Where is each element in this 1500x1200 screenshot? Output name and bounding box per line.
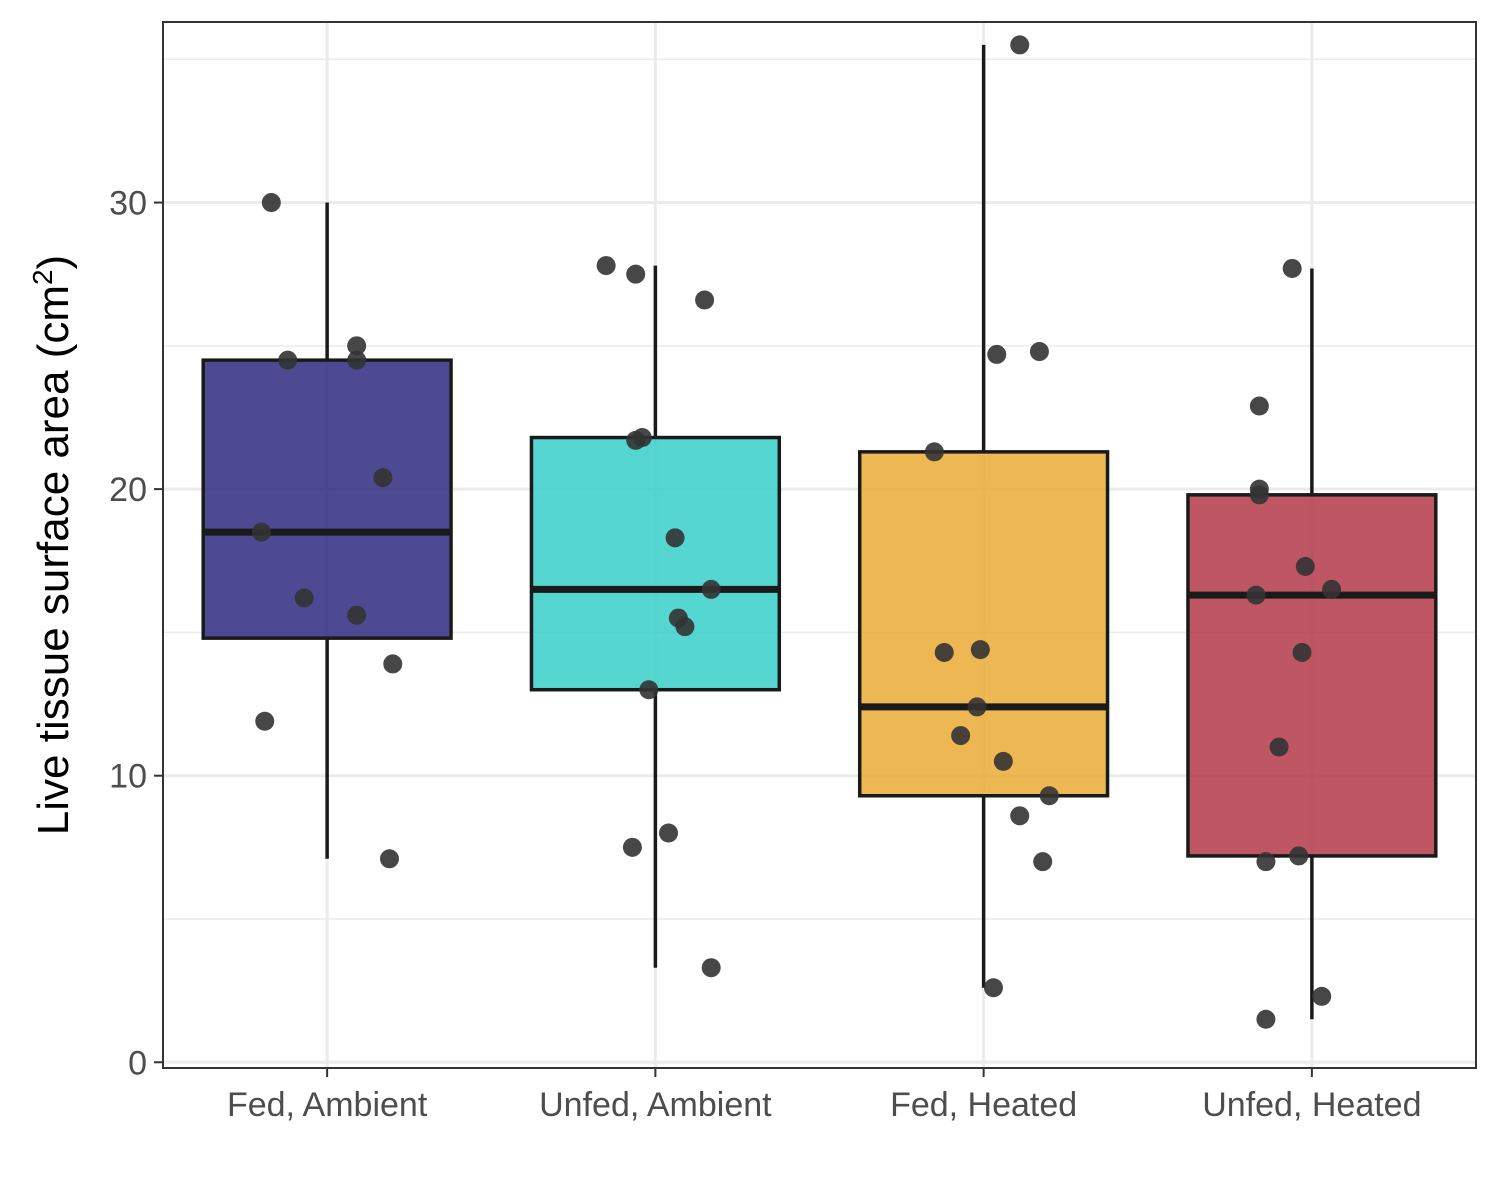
data-point [1010,35,1030,55]
x-tick-label: Unfed, Heated [1202,1086,1421,1124]
data-point [987,344,1007,364]
data-point [294,588,314,608]
data-point [1269,737,1289,757]
data-point [1010,806,1030,826]
data-point [701,958,721,978]
data-points [251,35,1342,1029]
data-point [1256,852,1276,872]
data-point [379,849,399,869]
y-axis-title-superscript: 2 [27,269,58,285]
data-point [1289,846,1309,866]
data-point [626,264,646,284]
box-rect [201,358,453,640]
data-point [659,823,679,843]
axes: 0 10 20 30 Fed, Ambient Unfed, Ambient Fed, He… [109,185,1421,1124]
data-point [1249,485,1269,505]
data-point [993,751,1013,771]
data-point [1033,852,1053,872]
y-axis-title-close: ) [29,255,78,270]
y-tick-label: 20 [109,471,147,509]
data-point [1322,579,1342,599]
data-point [347,336,367,356]
data-point [934,642,954,662]
data-point [347,605,367,625]
box-rect [1186,493,1438,858]
y-axis-title-main: Live tissue surface area (cm [29,285,78,835]
data-point [665,528,685,548]
data-point [1295,556,1315,576]
box-group [201,202,453,859]
x-tick-label: Fed, Heated [890,1086,1077,1124]
data-point [1282,258,1302,278]
data-point [1039,786,1059,806]
data-point [924,442,944,462]
data-point [255,711,275,731]
box-rect [857,450,1110,798]
y-axis-title: Live tissue surface area (cm2) [27,255,78,835]
data-point [675,617,695,637]
data-point [373,468,393,488]
data-point [622,837,642,857]
data-point [970,640,990,660]
y-tick-label: 10 [109,758,147,796]
data-point [1029,342,1049,362]
data-point [383,654,403,674]
data-point [596,256,616,276]
box-group [529,265,782,968]
data-point [1249,396,1269,416]
data-point [261,193,281,213]
data-point [695,290,715,310]
data-point [278,350,298,370]
boxes [201,44,1438,1020]
x-tick-label: Fed, Ambient [227,1086,428,1124]
plot-border [162,21,1477,1069]
data-point [1292,642,1312,662]
box-rect [529,435,782,692]
data-point [951,726,971,746]
data-point [1312,986,1332,1006]
data-point [701,579,721,599]
y-tick-label: 30 [109,185,147,223]
data-point [1246,585,1266,605]
data-point [251,522,271,542]
data-point [347,350,367,370]
data-point [967,697,987,717]
data-point [632,428,652,448]
x-tick-label: Unfed, Ambient [539,1086,772,1124]
box-group [1186,268,1438,1020]
data-point [983,978,1003,998]
y-tick-label: 0 [128,1044,147,1082]
box-group [857,44,1110,988]
data-point [1256,1009,1276,1029]
data-point [639,680,659,700]
